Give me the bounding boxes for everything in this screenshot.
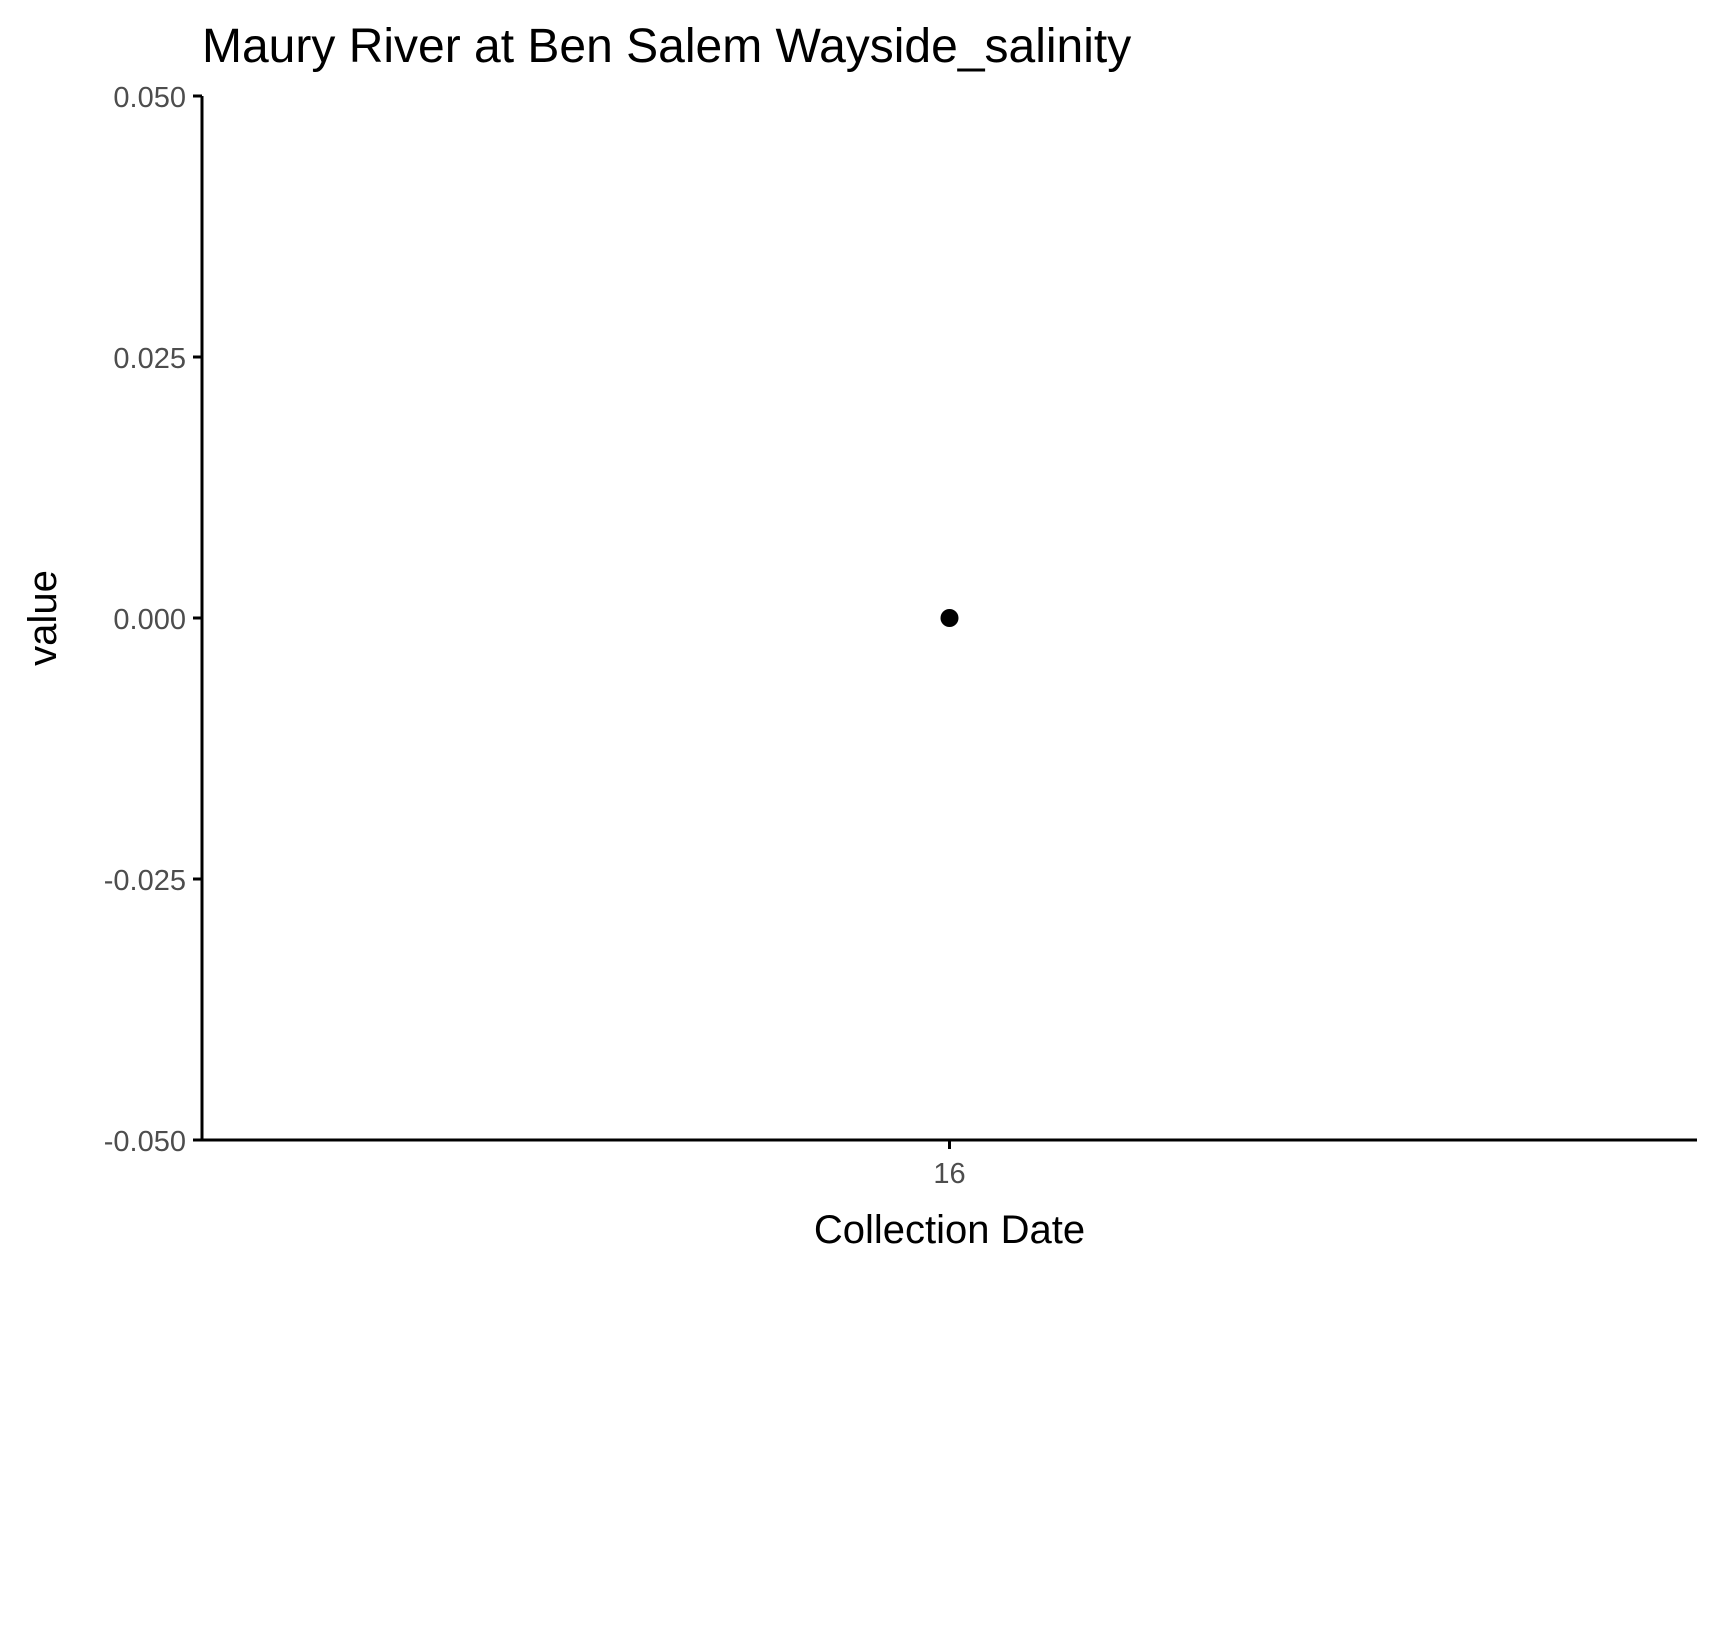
data-points [940, 609, 959, 627]
y-tick-label: -0.050 [104, 1126, 186, 1158]
x-axis-title: Collection Date [814, 1208, 1085, 1252]
y-tick-label: 0.000 [113, 604, 186, 636]
y-axis: -0.050 -0.025 0.000 0.025 0.050 [104, 82, 204, 1158]
data-point [940, 609, 959, 627]
y-axis-title: value [21, 570, 65, 666]
y-tick-label: 0.025 [113, 343, 186, 375]
x-axis: 16 [202, 1138, 1697, 1190]
x-tick-label: 16 [933, 1158, 965, 1190]
y-tick-label: 0.050 [113, 82, 186, 114]
y-tick-label: -0.025 [104, 865, 186, 897]
chart-title: Maury River at Ben Salem Wayside_salinit… [202, 20, 1131, 73]
